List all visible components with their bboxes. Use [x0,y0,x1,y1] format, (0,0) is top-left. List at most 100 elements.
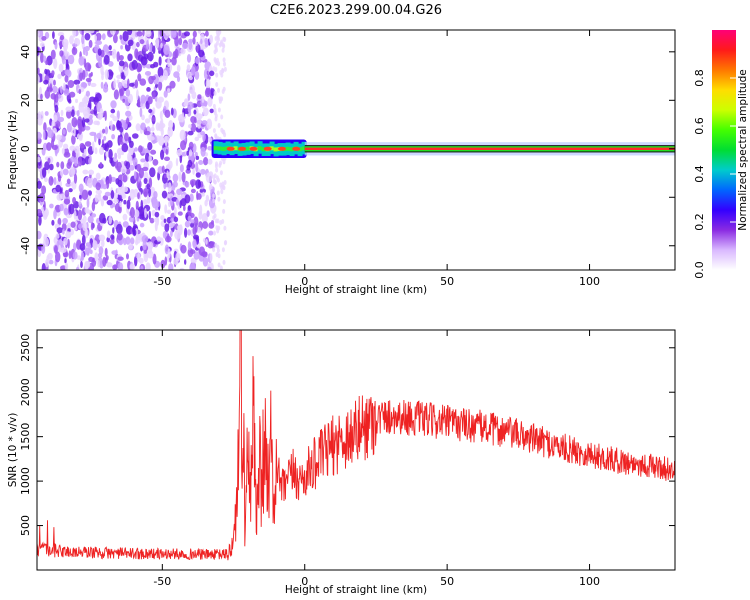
noise-cell [37,117,43,126]
noise-cell [60,161,65,170]
noise-cell [122,31,129,42]
noise-cell [68,250,72,259]
noise-cell [148,114,152,120]
noise-cell [162,231,167,239]
noise-cell [161,165,165,174]
transition-peak [277,146,286,151]
noise-cell [53,114,58,123]
noise-cell [117,194,122,202]
noise-cell [137,99,141,108]
noise-cell [160,42,163,49]
noise-cell [207,158,213,165]
noise-cell [42,129,46,141]
noise-cell [223,225,227,231]
noise-cell [95,32,102,42]
noise-cell [37,67,40,75]
noise-cell [64,69,70,76]
noise-cell [67,80,75,88]
noise-cell [125,236,131,245]
noise-cell [175,252,181,262]
noise-cell [93,105,98,116]
noise-cell [67,54,75,65]
noise-cell [205,78,211,89]
noise-cell [110,190,115,199]
noise-cell [173,216,179,223]
noise-cell [135,123,141,132]
noise-cell [88,169,95,175]
noise-cell [69,35,74,45]
noise-cell [60,85,63,94]
noise-cell [149,43,153,54]
noise-cell [82,97,88,104]
noise-cell [200,38,203,45]
noise-cell [186,150,189,156]
noise-cell [63,143,69,149]
noise-cell [103,135,107,141]
noise-cell [224,240,228,245]
noise-cell [110,108,116,114]
noise-cell [66,162,72,169]
noise-cell [205,172,213,183]
noise-cell [80,252,85,261]
noise-cell [200,146,206,157]
x-tick-label: 100 [579,275,600,288]
noise-cell [37,59,40,71]
transition-band-cell [221,146,227,151]
noise-cell [63,88,70,96]
noise-cell [117,81,123,89]
noise-cell [201,96,205,103]
noise-cell [196,193,202,200]
noise-cell [139,39,145,45]
noise-cell [164,182,170,188]
noise-cell [179,129,186,141]
noise-cell [219,41,223,47]
noise-cell [220,114,224,120]
noise-cell [144,71,152,76]
noise-cell [114,152,118,159]
noise-cell [154,221,158,232]
noise-cell [59,34,65,41]
noise-cell [56,134,62,141]
noise-cell [83,113,90,119]
noise-cell [146,183,150,190]
noise-cell [37,230,42,240]
noise-cell [209,253,213,262]
noise-cell [168,120,174,129]
noise-cell [52,127,57,134]
noise-cell [48,176,54,186]
noise-cell [134,255,138,267]
noise-cell [70,156,75,163]
noise-cell [99,146,104,155]
noise-cell [219,70,223,75]
noise-cell [148,108,153,114]
noise-cell [198,30,201,34]
noise-cell [110,120,113,132]
noise-cell [212,198,216,204]
noise-cell [51,219,55,226]
noise-cell [102,128,106,134]
noise-cell [86,209,92,214]
noise-cell [161,45,164,57]
noise-cell [81,82,88,88]
noise-cell [139,78,147,86]
x-tick-label: 0 [301,575,308,588]
noise-cell [71,47,78,55]
noise-cell [166,209,172,214]
noise-cell [53,79,56,86]
noise-cell [152,253,157,265]
noise-cell [190,188,196,194]
noise-cell [213,49,217,55]
noise-cell [53,177,57,185]
noise-cell [206,210,210,218]
noise-cell [195,161,199,173]
noise-cell [205,30,209,37]
noise-cell [118,60,125,67]
noise-cell [102,256,107,267]
noise-cell [88,39,93,48]
noise-cell [164,204,168,214]
noise-cell [164,30,171,36]
noise-cell [41,36,47,41]
noise-cell [164,156,170,162]
noise-cell [76,110,80,117]
noise-cell [164,256,168,266]
